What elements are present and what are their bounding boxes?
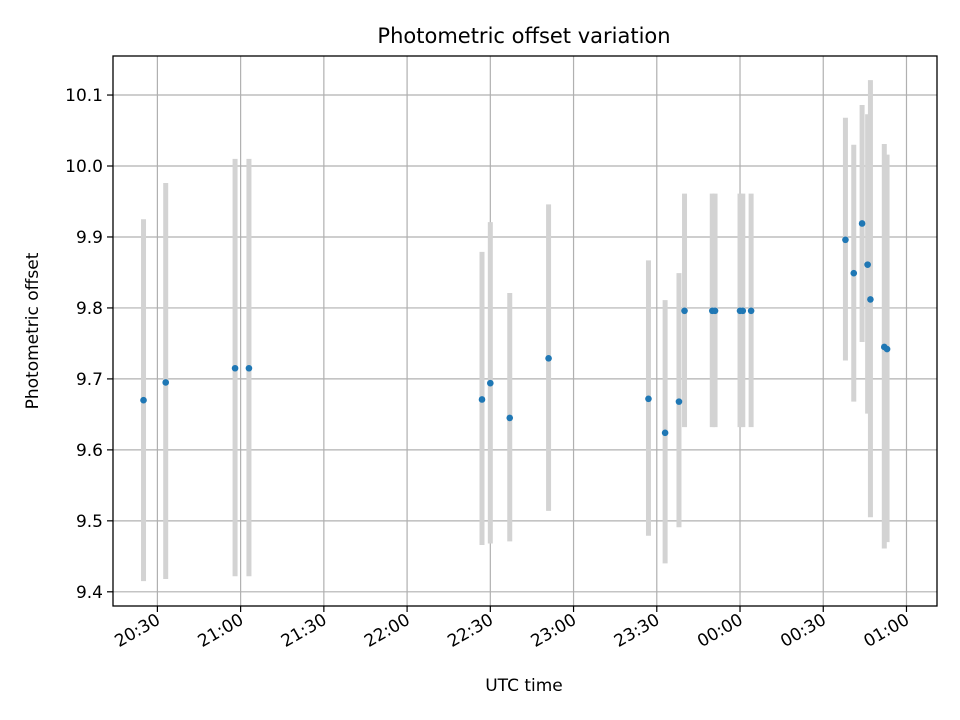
data-point: [245, 364, 253, 372]
data-point: [545, 355, 552, 362]
data-point: [478, 396, 486, 403]
data-point: [842, 236, 849, 244]
y-tick-label: 10.1: [65, 86, 103, 106]
plot-frame: [112, 55, 938, 607]
y-tick-label: 9.8: [76, 299, 103, 319]
data-point: [506, 414, 514, 422]
y-tick-label: 9.5: [76, 512, 103, 532]
data-point: [675, 398, 683, 405]
data-point: [487, 379, 494, 387]
y-tick-label: 9.6: [76, 441, 103, 461]
data-point: [747, 307, 755, 315]
data-point: [661, 429, 669, 437]
data-point: [739, 307, 747, 315]
y-tick-label: 9.9: [76, 228, 103, 248]
data-point: [162, 379, 170, 386]
data-point: [645, 395, 652, 403]
data-point: [850, 269, 858, 277]
data-point: [140, 396, 147, 404]
data-point: [711, 307, 719, 315]
data-point: [681, 307, 688, 315]
data-point: [231, 364, 239, 372]
y-tick-label: 10.0: [65, 157, 103, 177]
y-tick-label: 9.7: [76, 370, 103, 390]
data-point: [858, 220, 866, 227]
data-point: [883, 345, 891, 353]
y-tick-label: 9.4: [76, 583, 103, 603]
y-axis-label: Photometric offset: [23, 252, 43, 409]
chart-title: Photometric offset variation: [377, 24, 670, 48]
data-points: [140, 220, 891, 437]
data-point: [864, 261, 871, 268]
data-point: [867, 296, 874, 303]
x-axis-label: UTC time: [485, 676, 563, 696]
